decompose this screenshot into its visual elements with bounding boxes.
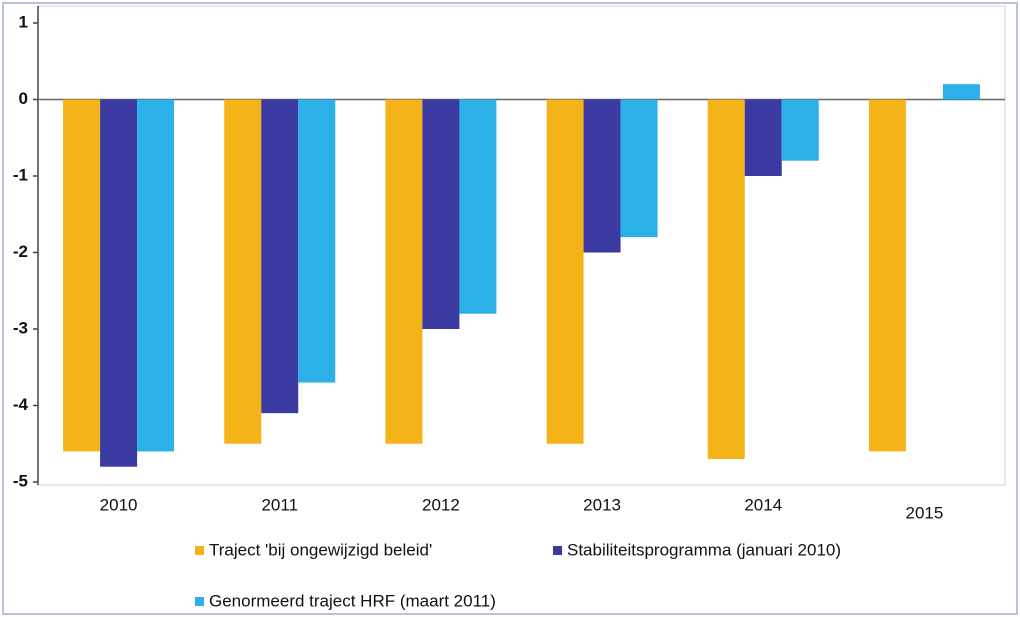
x-tick-label: 2014 <box>744 495 782 514</box>
bar <box>546 99 584 444</box>
bar <box>868 99 906 452</box>
legend-label: Traject 'bij ongewijzigd beleid' <box>209 540 432 559</box>
y-tick-label: -2 <box>13 242 28 261</box>
x-tick-label: 2013 <box>583 495 621 514</box>
y-tick-label: -4 <box>13 395 29 414</box>
bar <box>100 99 138 467</box>
legend-swatch <box>553 546 562 555</box>
bar <box>261 99 299 414</box>
bar <box>385 99 423 444</box>
bar <box>63 99 101 452</box>
x-tick-label: 2011 <box>261 495 298 514</box>
bar <box>620 99 658 238</box>
y-tick-label: 1 <box>19 12 28 31</box>
bar <box>781 99 819 161</box>
y-tick-label: -1 <box>13 165 28 184</box>
bar <box>137 99 175 452</box>
bar <box>224 99 262 444</box>
bar <box>942 84 980 100</box>
bar <box>298 99 336 383</box>
bar <box>707 99 745 460</box>
bar <box>583 99 621 253</box>
y-tick-label: 0 <box>19 89 28 108</box>
legend-label: Stabiliteitsprogramma (januari 2010) <box>567 540 841 559</box>
y-tick-label: -5 <box>13 471 28 490</box>
legend-swatch <box>195 597 204 606</box>
x-tick-label: 2012 <box>422 495 460 514</box>
plot-area <box>37 5 1006 486</box>
bar <box>459 99 497 314</box>
legend-swatch <box>195 546 204 555</box>
y-tick-label: -3 <box>13 318 28 337</box>
bar <box>422 99 460 329</box>
x-tick-label: 2015 <box>906 503 944 522</box>
legend-label: Genormeerd traject HRF (maart 2011) <box>209 591 496 610</box>
bar <box>744 99 782 176</box>
x-tick-label: 2010 <box>100 495 138 514</box>
